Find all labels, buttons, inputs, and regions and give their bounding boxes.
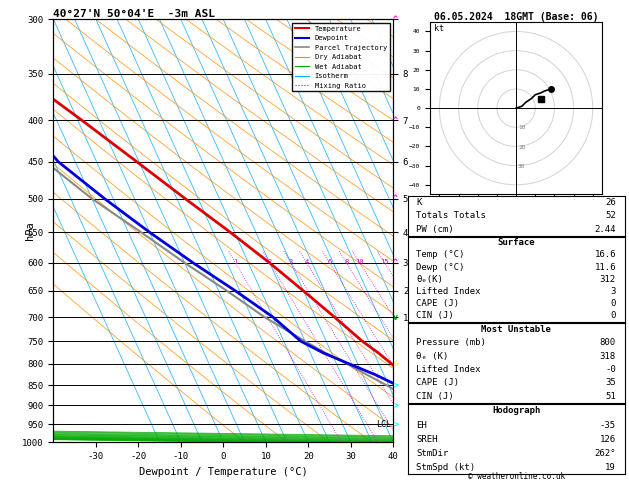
Text: Dewp (°C): Dewp (°C) [416,262,465,272]
Text: 15: 15 [381,259,389,264]
Text: K: K [416,198,421,207]
Text: 318: 318 [600,351,616,361]
Text: 262°: 262° [594,449,616,458]
Text: 3: 3 [611,287,616,296]
Text: 51: 51 [605,392,616,401]
Text: 312: 312 [600,275,616,284]
Text: 0: 0 [611,311,616,320]
Text: CIN (J): CIN (J) [416,311,454,320]
Text: 20: 20 [518,144,525,150]
Text: -35: -35 [600,420,616,430]
Text: StmDir: StmDir [416,449,448,458]
Text: θₑ (K): θₑ (K) [416,351,448,361]
Text: ^: ^ [393,15,398,24]
Text: 10: 10 [355,259,364,264]
Text: 2.44: 2.44 [594,225,616,234]
Text: CIN (J): CIN (J) [416,392,454,401]
Text: © weatheronline.co.uk: © weatheronline.co.uk [467,472,565,481]
Text: Surface: Surface [498,238,535,247]
Text: 126: 126 [600,434,616,444]
Text: 52: 52 [605,211,616,220]
Text: Totals Totals: Totals Totals [416,211,486,220]
Text: 2: 2 [268,259,272,264]
Text: Lifted Index: Lifted Index [416,287,481,296]
Text: Temp (°C): Temp (°C) [416,250,465,260]
Text: ^: ^ [393,194,398,203]
Text: ^: ^ [393,259,398,267]
Text: ^: ^ [393,116,398,125]
Text: Lifted Index: Lifted Index [416,365,481,374]
X-axis label: Dewpoint / Temperature (°C): Dewpoint / Temperature (°C) [139,467,308,477]
Text: Most Unstable: Most Unstable [481,325,551,334]
Text: StmSpd (kt): StmSpd (kt) [416,463,476,472]
Text: 06.05.2024  18GMT (Base: 06): 06.05.2024 18GMT (Base: 06) [434,12,598,22]
Text: Hodograph: Hodograph [492,406,540,416]
Text: >: > [393,359,398,368]
Text: 35: 35 [605,378,616,387]
Text: CAPE (J): CAPE (J) [416,378,459,387]
Text: PW (cm): PW (cm) [416,225,454,234]
Text: SREH: SREH [416,434,438,444]
Text: EH: EH [416,420,427,430]
Text: 4: 4 [304,259,309,264]
Text: 10: 10 [518,125,525,130]
Text: kt: kt [433,24,443,34]
Text: 800: 800 [600,338,616,347]
Text: CAPE (J): CAPE (J) [416,299,459,308]
Text: θₑ(K): θₑ(K) [416,275,443,284]
Text: Mixing Ratio (g/kg): Mixing Ratio (g/kg) [444,234,453,329]
Text: 11.6: 11.6 [594,262,616,272]
Text: 3: 3 [289,259,293,264]
Text: 26: 26 [605,198,616,207]
Text: 6: 6 [328,259,331,264]
Text: hPa: hPa [25,222,35,240]
Text: >: > [393,401,398,410]
Text: >: > [393,381,398,390]
Text: v: v [393,312,398,322]
Text: 8: 8 [344,259,348,264]
Text: 19: 19 [605,463,616,472]
Text: 1: 1 [233,259,238,264]
Text: >: > [393,420,398,429]
Text: Pressure (mb): Pressure (mb) [416,338,486,347]
Y-axis label: km
ASL: km ASL [417,231,433,250]
Text: 30: 30 [518,164,525,169]
Text: 0: 0 [611,299,616,308]
Text: LCL: LCL [376,420,391,429]
Text: 16.6: 16.6 [594,250,616,260]
Text: 40°27'N 50°04'E  -3m ASL: 40°27'N 50°04'E -3m ASL [53,9,216,18]
Text: -0: -0 [605,365,616,374]
Legend: Temperature, Dewpoint, Parcel Trajectory, Dry Adiabat, Wet Adiabat, Isotherm, Mi: Temperature, Dewpoint, Parcel Trajectory… [292,23,389,91]
